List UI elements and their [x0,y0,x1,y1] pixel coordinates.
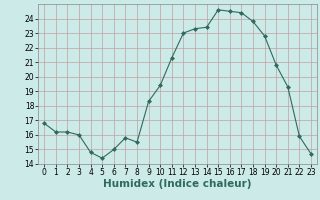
X-axis label: Humidex (Indice chaleur): Humidex (Indice chaleur) [103,179,252,189]
